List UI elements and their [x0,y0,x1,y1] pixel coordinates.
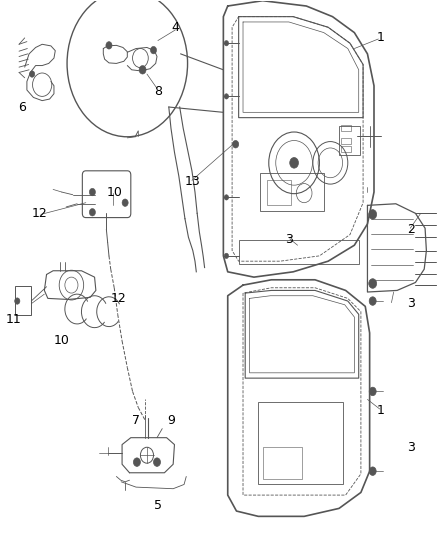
Circle shape [233,141,239,148]
Text: 9: 9 [167,414,175,427]
Text: 8: 8 [154,85,162,98]
Text: 3: 3 [407,297,415,310]
Circle shape [134,458,141,466]
Circle shape [150,46,156,54]
Circle shape [122,199,128,206]
Circle shape [89,188,95,196]
Circle shape [290,158,298,168]
Text: 3: 3 [407,441,415,454]
Bar [267,180,291,205]
Text: 1: 1 [377,31,385,44]
Circle shape [106,42,112,49]
Circle shape [224,253,229,259]
Circle shape [369,467,376,475]
Circle shape [14,298,20,304]
Text: 13: 13 [185,175,201,188]
Circle shape [224,41,229,46]
Text: 7: 7 [132,414,140,427]
Circle shape [139,66,146,74]
Bar [239,240,359,264]
Text: 10: 10 [106,185,122,199]
Text: 2: 2 [407,223,415,236]
Bar [341,138,351,144]
Circle shape [29,71,35,77]
Text: 12: 12 [32,207,48,220]
Text: 11: 11 [6,313,21,326]
Circle shape [369,209,377,219]
Circle shape [369,387,376,395]
Circle shape [369,297,376,305]
Bar [14,286,31,316]
Bar [341,146,351,152]
Text: 5: 5 [154,499,162,512]
Text: 1: 1 [377,403,385,416]
Bar [261,173,324,211]
Bar [341,125,351,131]
Circle shape [153,458,160,466]
Text: 3: 3 [285,233,293,246]
Text: 10: 10 [54,334,70,348]
Text: 12: 12 [111,292,127,305]
Circle shape [224,195,229,200]
Bar [258,402,343,484]
Circle shape [224,94,229,99]
Bar [339,126,360,155]
Circle shape [369,279,377,288]
Text: 4: 4 [171,21,179,34]
Bar [263,447,302,479]
Text: 6: 6 [18,101,26,114]
Circle shape [89,208,95,216]
